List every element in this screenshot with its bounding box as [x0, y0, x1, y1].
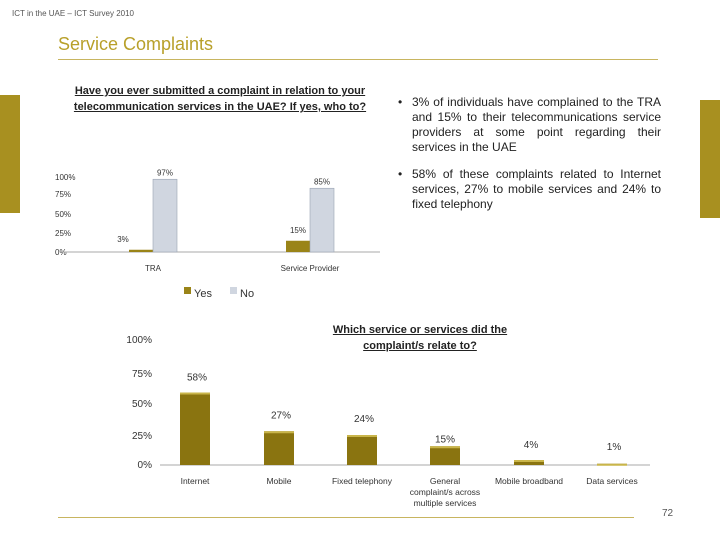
chart1-label-yes: 15%	[290, 226, 306, 235]
title-divider	[58, 59, 658, 60]
bullet-text: 3% of individuals have complained to the…	[412, 95, 661, 154]
chart2-complaints-by-service: 0% 25% 50% 75% 100% 58% Internet 27% Mobile 24% Fi…	[126, 335, 650, 508]
chart2-bar-highlight	[430, 446, 460, 449]
chart1-bar-no	[309, 187, 335, 253]
footer-divider	[58, 517, 634, 518]
chart1-bar-yes	[286, 240, 310, 252]
chart2-y-tick: 75%	[132, 369, 152, 380]
chart2-value-label: 24%	[354, 414, 374, 425]
chart1-label-no: 97%	[157, 168, 173, 177]
chart2-question: Which service or services did the compla…	[332, 324, 508, 352]
legend-label-yes: Yes	[194, 288, 212, 300]
chart2-y-tick: 50%	[132, 399, 152, 410]
summary-bullets: • 3% of individuals have complained to t…	[398, 95, 661, 224]
chart2-bar	[264, 431, 294, 465]
page-title: Service Complaints	[58, 34, 214, 54]
right-accent-bar	[700, 100, 720, 218]
legend-label-no: No	[240, 288, 254, 300]
chart2-y-tick: 100%	[126, 335, 152, 346]
chart2-value-label: 4%	[524, 440, 539, 451]
header-text: ICT in the UAE – ICT Survey 2010	[12, 9, 134, 18]
bullet-text: 58% of these complaints related to Inter…	[412, 167, 661, 211]
left-accent-bar	[0, 95, 20, 213]
legend-swatch-yes	[184, 287, 191, 294]
chart2-value-label: 27%	[271, 410, 291, 421]
chart2-category-label: Internet	[181, 476, 210, 486]
chart1-bar-no	[152, 178, 178, 253]
chart2-bar-highlight	[347, 435, 377, 437]
chart2-y-tick: 25%	[132, 431, 152, 442]
chart2-value-label: 15%	[435, 434, 455, 445]
chart2-category-label: Fixed telephony	[332, 476, 393, 486]
chart2-category-label: Data services	[586, 476, 638, 486]
chart2-bar-highlight	[264, 431, 294, 434]
bullet-dot-icon: •	[398, 95, 403, 109]
chart2-category-label: Mobile	[266, 476, 291, 486]
chart2-bar-highlight	[514, 460, 544, 462]
chart1-label-no: 85%	[314, 177, 330, 186]
chart2-bar-highlight	[180, 392, 210, 395]
chart2-bar	[180, 392, 210, 465]
chart1-question: Have you ever submitted a complaint in r…	[73, 85, 367, 113]
chart2-bar	[347, 435, 377, 465]
chart1-category-label: Service Provider	[281, 264, 340, 273]
chart1-y-tick: 25%	[55, 229, 71, 238]
chart2-category-label: Mobile broadband	[495, 476, 563, 486]
chart1-label-yes: 3%	[117, 235, 129, 244]
legend-swatch-no	[230, 287, 237, 294]
chart2-value-label: 58%	[187, 373, 207, 384]
chart2-category-label: General complaint/s across multiple servic…	[410, 476, 480, 508]
page-number: 72	[662, 508, 674, 519]
chart1-y-tick: 100%	[55, 173, 75, 182]
bullet-item: • 58% of these complaints related to Int…	[398, 167, 661, 212]
chart1-bar-yes	[129, 249, 153, 252]
chart2-bar	[514, 460, 544, 465]
chart2-value-label: 1%	[607, 442, 622, 453]
chart2-bar	[430, 446, 460, 465]
bullet-item: • 3% of individuals have complained to t…	[398, 95, 661, 155]
chart1-y-tick: 75%	[55, 190, 71, 199]
chart1-category-label: TRA	[145, 264, 162, 273]
bullet-dot-icon: •	[398, 167, 403, 181]
chart1-y-tick: 50%	[55, 210, 71, 219]
chart2-y-tick: 0%	[138, 460, 153, 471]
chart2-bar-highlight	[597, 463, 627, 466]
